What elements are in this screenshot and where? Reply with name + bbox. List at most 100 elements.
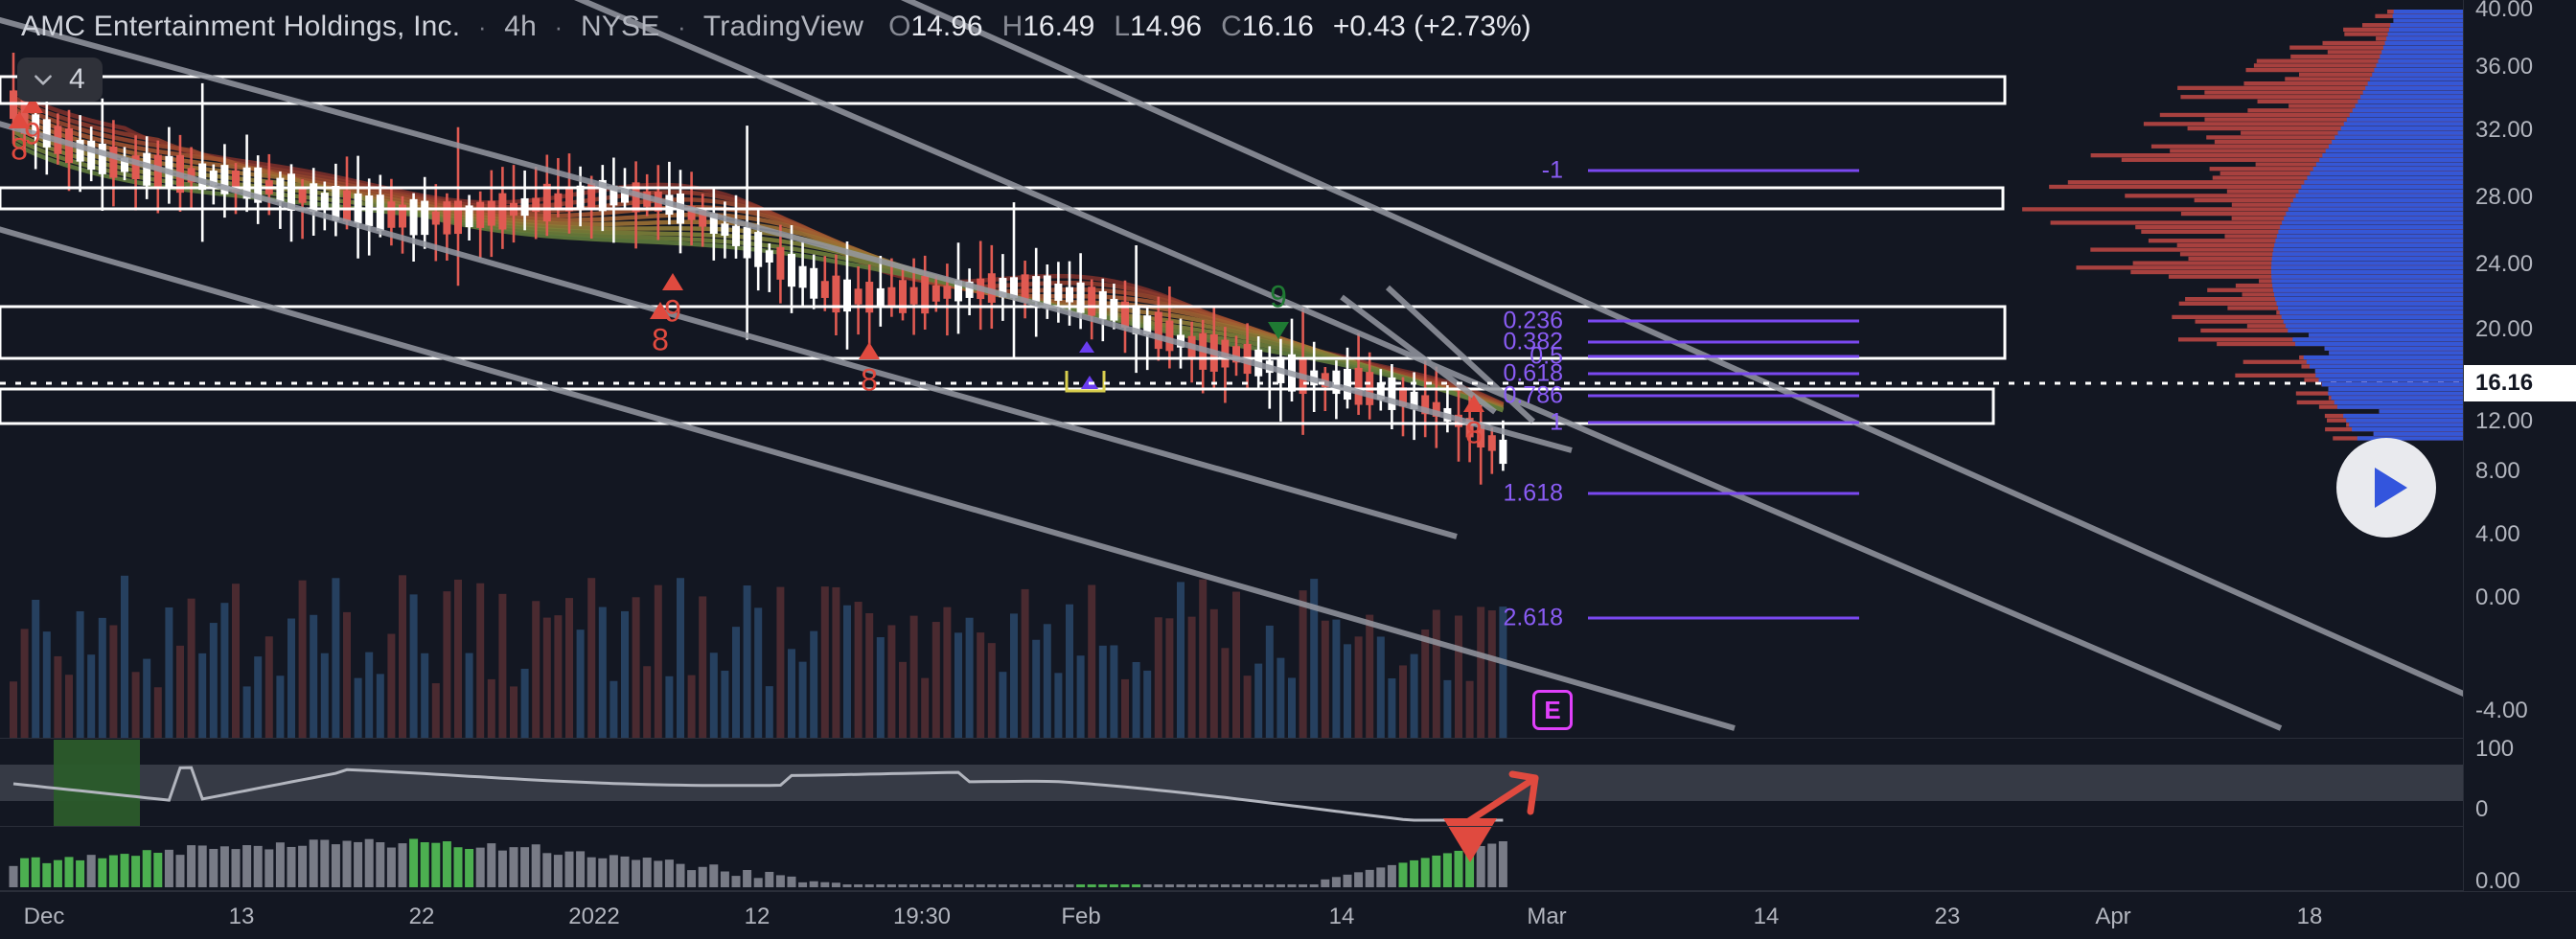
sequential-count-label: 8 [11,131,28,167]
histogram-bar [1164,884,1174,887]
histogram-bar [864,884,874,887]
candle-body [465,205,473,228]
volume-bar [1366,614,1374,738]
histogram-bar [842,884,852,887]
price-scale[interactable]: 40.00 36.00 32.00 28.00 24.00 20.00 12.00 8.00 4… [2463,0,2576,894]
candle-body [310,183,318,213]
volume-bar [399,575,406,738]
arrow-icon[interactable] [1460,770,1539,828]
volume-profile-bar [2346,117,2463,122]
candle-body [121,157,128,172]
candle-body [1344,368,1351,401]
volume-bar [131,672,140,738]
yellow-annotation-box[interactable] [1065,371,1106,393]
candle-body [332,185,340,221]
volume-bar [709,653,718,738]
volume-bar [987,643,996,738]
volume-bar [1187,616,1196,738]
histogram-bar [932,884,941,887]
histogram-bar [1410,859,1419,887]
volume-bar [621,610,629,738]
volume-bar [443,591,451,738]
last-price-label[interactable]: 16.16 [2464,365,2576,401]
volume-profile-bar [2318,378,2463,382]
candle-body [1421,395,1430,415]
candle-body [1432,401,1440,417]
candle-body [1076,282,1085,313]
candle-body [1054,284,1063,301]
volume-profile-bar [2278,229,2463,234]
bar-count-badge[interactable]: 4 [17,57,103,102]
volume-bar [854,602,862,738]
volume-profile-bar [2357,436,2463,441]
volume-bar [576,630,585,738]
volume-profile-bar [2307,175,2463,180]
volume-bar [1110,645,1118,738]
price-tick: 40.00 [2475,0,2534,22]
histogram-bar [242,845,252,887]
histogram-bar [1198,884,1208,887]
price-zone-box[interactable] [0,305,2007,360]
histogram-bar [287,846,296,887]
chevron-down-icon[interactable] [31,67,56,92]
histogram-bar [497,850,507,887]
histogram-bar [798,882,808,887]
volume-profile-bar [2049,184,2463,190]
candle-body [1132,305,1140,334]
volume-profile-bar [2382,45,2463,50]
histogram-bar [520,847,530,887]
histogram-bar [1142,884,1152,887]
histogram-bar [598,858,608,887]
candle-body [1010,277,1018,298]
volume-bar [254,656,263,738]
volume-bar [899,661,907,738]
candle-body [276,177,285,202]
candle-body [1354,367,1363,405]
volume-bar [1354,636,1363,738]
volume-profile-bar [2256,58,2463,63]
volume-profile-bar [2281,314,2463,320]
volume-bar [242,686,251,738]
price-zone-boxes[interactable] [0,75,2007,425]
histogram-bar [620,856,630,887]
candle-body [288,173,295,212]
oscillator-highlight-box[interactable] [54,740,140,826]
volume-profile-bar [2280,225,2463,230]
histogram-bar [987,884,997,887]
volume-profile-bar [2271,274,2463,279]
candle-body [598,179,607,212]
oscillator-pane[interactable] [0,740,2463,828]
pane-divider-1 [0,738,2576,739]
time-tick: Mar [1527,904,1567,929]
volume-bar [431,683,440,738]
volume-bar [343,611,351,738]
histogram-bar [398,843,407,887]
price-zone-box[interactable] [0,186,2005,211]
histogram-bar [909,884,919,887]
earnings-badge[interactable]: E [1532,690,1573,730]
candle-body [409,198,418,236]
histogram-bar [1220,884,1230,887]
volume-profile-bar [2337,130,2463,135]
candle-body [431,211,440,225]
histogram-pane[interactable] [0,818,2463,891]
volume-bar [387,633,396,738]
price-zone-box[interactable] [0,75,2007,105]
volume-profile-bar [2332,139,2463,145]
time-scale[interactable]: Dec 13 22 2022 12 19:30 Feb 14 Mar 23 Apr 18 14 [0,891,2576,939]
histogram-bar [9,865,18,887]
candle-body [131,155,140,180]
replay-play-button[interactable] [2336,438,2436,538]
histogram-bar [86,855,96,887]
volume-bar [143,658,151,738]
fibonacci-retracement-lines[interactable] [1588,169,1859,620]
histogram-bar [1354,872,1364,887]
histogram-bar [131,856,141,887]
volume-bar [220,603,229,738]
trendline-channels[interactable] [0,0,2532,731]
volume-profile-bar [2376,63,2463,68]
price-zone-box[interactable] [0,387,1995,425]
histogram-bar [954,884,963,887]
volume-profile-bar [2312,167,2463,172]
